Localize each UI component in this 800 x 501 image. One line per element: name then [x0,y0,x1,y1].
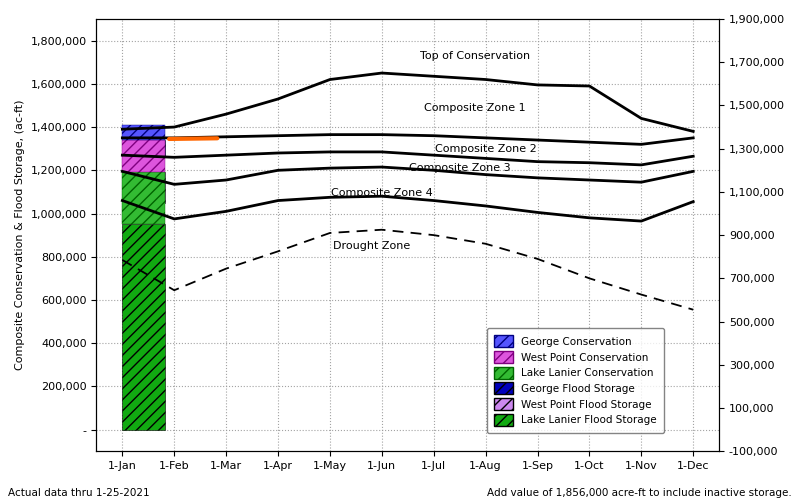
Text: Composite Zone 3: Composite Zone 3 [409,163,510,173]
Text: Drought Zone: Drought Zone [333,241,410,251]
Text: Composite Zone 4: Composite Zone 4 [331,188,433,198]
Text: Add value of 1,856,000 acre-ft to include inactive storage.: Add value of 1,856,000 acre-ft to includ… [487,488,792,498]
Legend: George Conservation, West Point Conservation, Lake Lanier Conservation, George F: George Conservation, West Point Conserva… [487,328,664,433]
Text: Actual data thru 1-25-2021: Actual data thru 1-25-2021 [8,488,150,498]
Text: Composite Zone 1: Composite Zone 1 [425,103,526,113]
Y-axis label: Composite Conservation & Flood Storage, (ac-ft): Composite Conservation & Flood Storage, … [15,100,25,370]
Text: Top of Conservation: Top of Conservation [420,51,530,61]
Text: Composite Zone 2: Composite Zone 2 [434,144,537,154]
